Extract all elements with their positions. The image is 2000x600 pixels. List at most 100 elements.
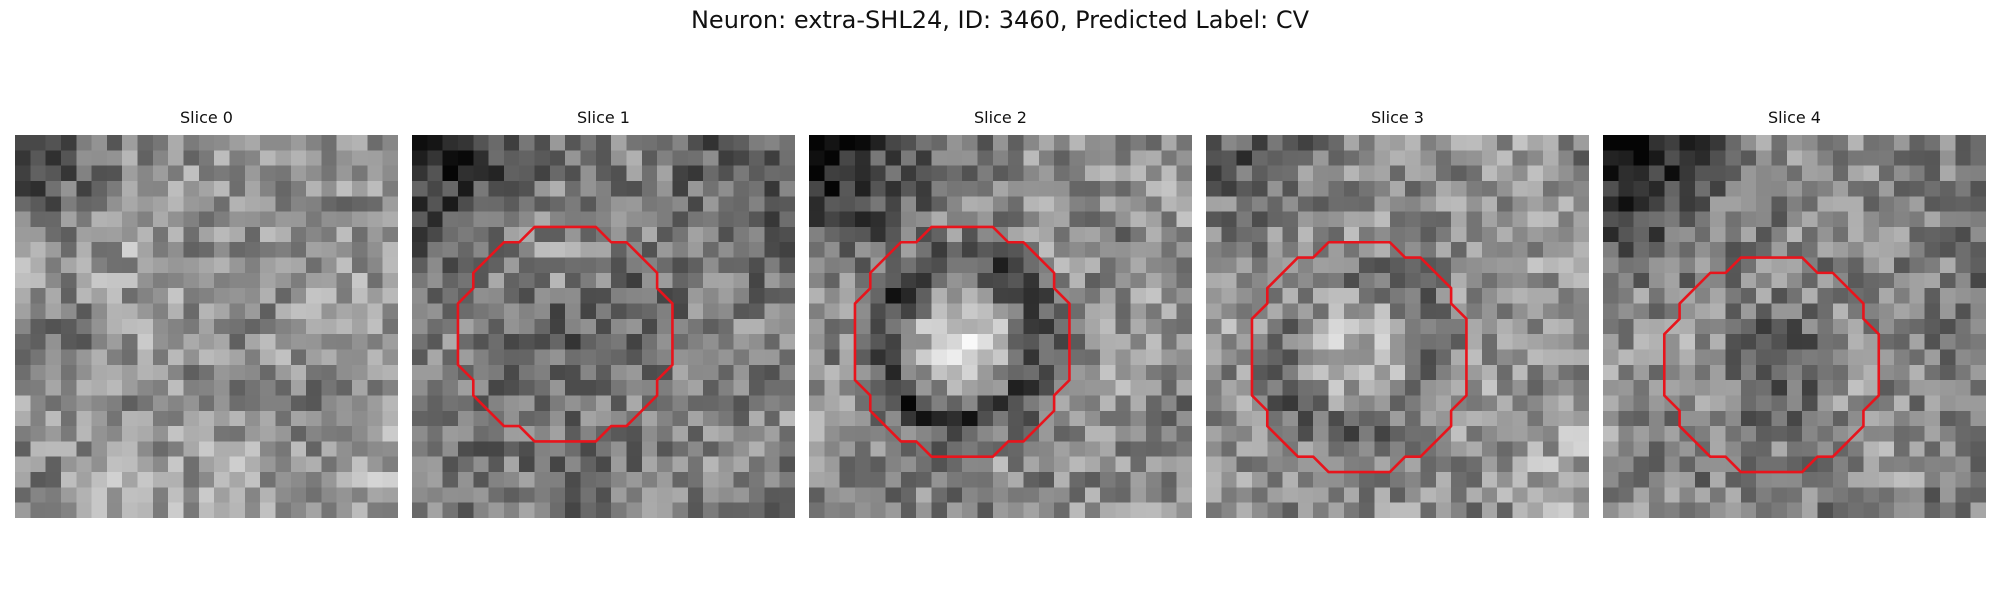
pixel — [749, 196, 765, 212]
pixel — [1115, 334, 1132, 350]
pixel — [412, 380, 428, 396]
pixel — [824, 288, 840, 304]
pixel — [672, 211, 689, 228]
pixel — [1817, 395, 1834, 412]
pixel — [1267, 165, 1283, 182]
pixel — [1512, 196, 1529, 212]
pixel — [1466, 395, 1483, 412]
pixel — [672, 226, 689, 243]
pixel — [1603, 242, 1619, 258]
pixel — [1694, 472, 1711, 488]
pixel — [854, 502, 871, 518]
pixel — [931, 426, 948, 442]
pixel — [367, 441, 383, 458]
pixel — [321, 456, 338, 473]
pixel — [412, 349, 428, 366]
pixel — [1970, 135, 1986, 151]
pixel — [1894, 502, 1910, 518]
pixel — [1130, 288, 1147, 304]
pixel — [534, 272, 551, 289]
pixel — [122, 395, 138, 412]
pixel — [1771, 135, 1788, 151]
pixel — [839, 272, 856, 289]
pixel — [657, 472, 673, 488]
pixel — [198, 410, 215, 427]
pixel — [1420, 456, 1437, 473]
pixel — [1176, 211, 1192, 228]
pixel — [306, 196, 322, 212]
pixel — [1221, 334, 1237, 350]
pixel — [1328, 288, 1345, 304]
pixel — [749, 380, 765, 396]
pixel — [1832, 288, 1849, 304]
pixel — [565, 242, 581, 258]
pixel — [839, 226, 856, 243]
pixel — [839, 502, 856, 518]
pixel — [946, 150, 963, 166]
pixel — [534, 395, 551, 412]
pixel — [1313, 380, 1329, 396]
pixel — [306, 211, 322, 228]
pixel — [1420, 196, 1437, 212]
pixel — [1038, 380, 1055, 396]
pixel — [749, 487, 765, 503]
pixel — [809, 226, 825, 243]
pixel — [1497, 349, 1513, 366]
pixel — [275, 272, 292, 289]
pixel — [1679, 165, 1696, 182]
pixel — [916, 410, 932, 427]
pixel — [1573, 364, 1589, 381]
pixel — [1710, 318, 1726, 335]
pixel — [1084, 196, 1101, 212]
pixel — [1970, 441, 1986, 458]
pixel — [1176, 456, 1192, 473]
pixel — [1161, 502, 1177, 518]
pixel — [321, 349, 338, 366]
pixel — [321, 487, 338, 503]
pixel — [733, 135, 750, 151]
pixel — [549, 502, 566, 518]
pixel — [1740, 395, 1757, 412]
pixel — [45, 196, 62, 212]
pixel — [15, 472, 31, 488]
pixel — [290, 364, 307, 381]
pixel — [764, 456, 780, 473]
pixel — [1435, 441, 1452, 458]
pixel — [824, 226, 840, 243]
pixel — [1955, 211, 1971, 228]
pixel — [1023, 472, 1040, 488]
pixel — [442, 180, 459, 197]
pixel — [916, 180, 932, 197]
pixel — [626, 288, 643, 304]
pixel — [183, 303, 200, 320]
pixel — [1497, 303, 1513, 320]
pixel — [488, 364, 505, 381]
pixel — [1543, 150, 1559, 166]
pixel — [473, 135, 489, 151]
pixel — [367, 426, 383, 442]
pixel — [76, 487, 92, 503]
pixel — [1970, 303, 1986, 320]
pixel — [611, 426, 627, 442]
pixel — [275, 165, 292, 182]
pixel — [152, 426, 169, 442]
pixel — [352, 272, 368, 289]
pixel — [580, 426, 597, 442]
pixel — [1497, 395, 1513, 412]
pixel — [931, 211, 948, 228]
pixel — [779, 257, 795, 274]
pixel — [703, 426, 719, 442]
pixel — [367, 303, 383, 320]
pixel — [60, 303, 77, 320]
pixel — [824, 364, 840, 381]
pixel — [611, 364, 627, 381]
pixel — [1146, 165, 1162, 182]
pixel — [290, 242, 307, 258]
pixel — [1054, 426, 1070, 442]
pixel — [1038, 226, 1055, 243]
pixel — [1817, 364, 1834, 381]
pixel — [1786, 226, 1803, 243]
pixel — [1236, 135, 1253, 151]
pixel — [1618, 272, 1634, 289]
pixel — [1451, 196, 1467, 212]
